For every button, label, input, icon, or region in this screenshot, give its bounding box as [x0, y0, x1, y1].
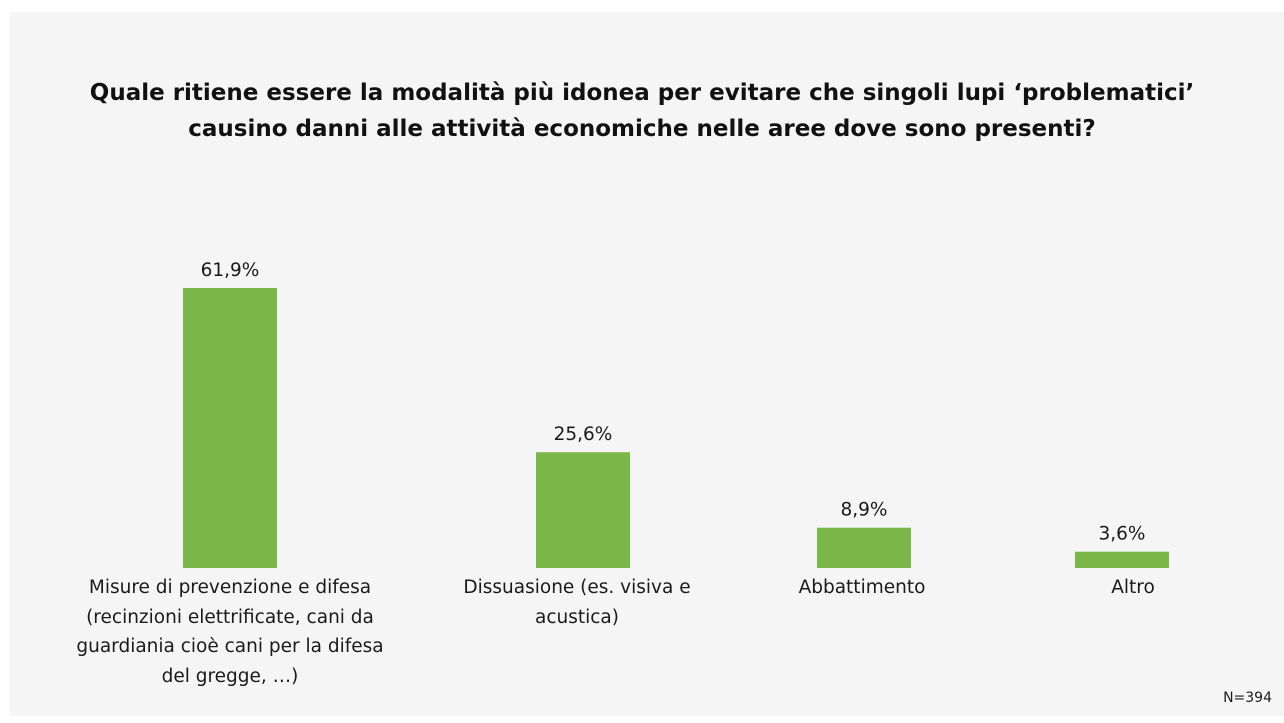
bar-prevention: [183, 288, 277, 568]
category-label-prevention: Misure di prevenzione e difesa (recinzio…: [76, 577, 384, 687]
category-label-other: Altro: [1111, 577, 1155, 598]
chart-title: Quale ritiene essere la modalità più ido…: [0, 75, 1284, 147]
category-label-culling: Abbattimento: [798, 577, 926, 598]
value-label-culling: 8,9%: [841, 500, 888, 521]
chart-title-line-2: causino danni alle attività economiche n…: [188, 116, 1096, 142]
value-label-other: 3,6%: [1099, 524, 1146, 545]
value-label-prevention: 61,9%: [201, 260, 260, 281]
category-label-deterrence: Dissuasione (es. visiva e acustica): [463, 577, 691, 628]
bar-culling: [817, 527, 911, 568]
chart-title-line-1: Quale ritiene essere la modalità più ido…: [89, 80, 1195, 106]
bar-deterrence: [536, 452, 630, 568]
sample-size-note: N=394: [1223, 690, 1272, 706]
bar-other: [1075, 551, 1169, 568]
value-label-deterrence: 25,6%: [554, 424, 613, 445]
